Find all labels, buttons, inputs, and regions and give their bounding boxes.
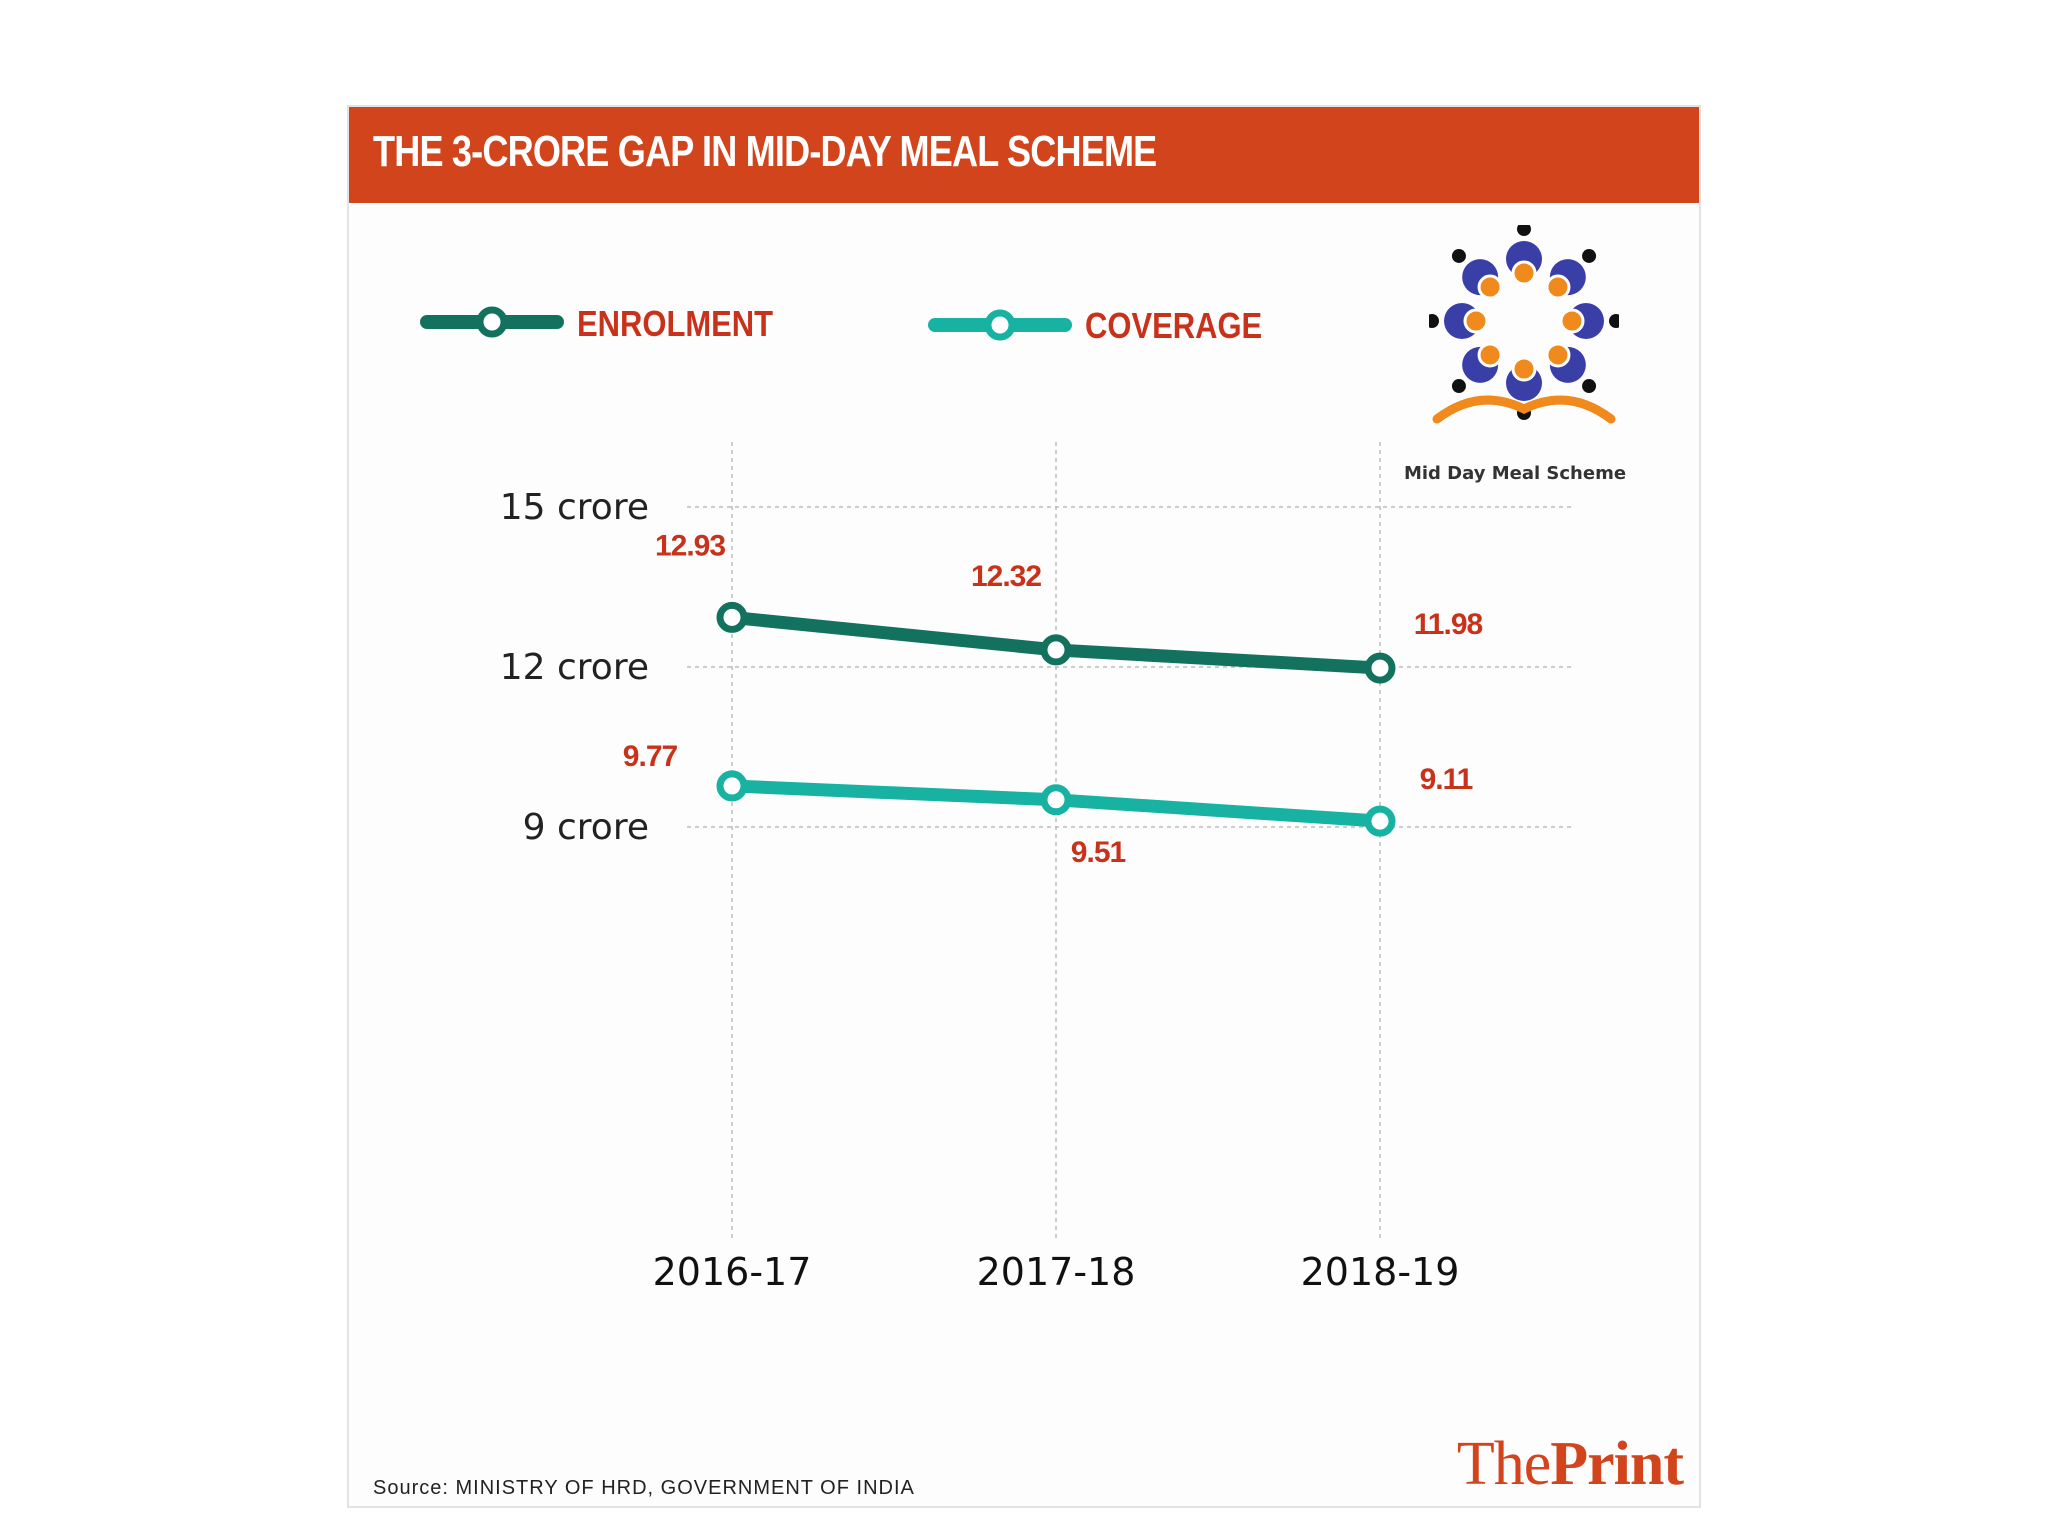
logo-plate: [1559, 308, 1585, 334]
data-point-coverage-1: [1040, 784, 1072, 816]
source-note: Source: MINISTRY OF HRD, GOVERNMENT OF I…: [373, 1477, 915, 1499]
logo-plate: [1463, 308, 1489, 334]
logo-plate: [1545, 342, 1571, 368]
mid-day-meal-logo-icon: [1429, 225, 1619, 424]
logo-plate: [1477, 274, 1503, 300]
logo-plate: [1511, 260, 1537, 286]
brand-the: The: [1456, 1430, 1551, 1498]
data-label-coverage-2: 9.11: [1420, 763, 1473, 796]
data-point-coverage-0: [716, 770, 748, 802]
data-point-enrolment-2: [1364, 652, 1396, 684]
logo-figure-head: [1517, 225, 1531, 236]
title-bar: THE 3-CRORE GAP IN MID-DAY MEAL SCHEME: [349, 107, 1699, 203]
x-tick-label-1: 2017-18: [977, 1250, 1136, 1294]
line-chart: 15 crore 12 crore 9 crore 2016-17 2017-18 201…: [420, 306, 1575, 1294]
legend-swatch-marker-0: [476, 306, 508, 338]
logo-caption: Mid Day Meal Scheme: [1403, 463, 1627, 484]
y-tick-label-2: 9 crore: [523, 807, 649, 848]
logo-figure-head: [1609, 314, 1619, 328]
logo-figure-head: [1582, 379, 1597, 394]
data-label-enrolment-0: 12.93: [655, 529, 725, 562]
x-tick-label-0: 2016-17: [653, 1250, 812, 1294]
brand-print: Print: [1550, 1430, 1684, 1498]
logo-figure-head: [1429, 314, 1439, 328]
y-tick-label-0: 15 crore: [500, 487, 649, 528]
x-tick-label-2: 2018-19: [1301, 1250, 1460, 1294]
logo-figure-head: [1451, 379, 1466, 394]
brand-logo: ThePrint: [1456, 1429, 1684, 1500]
data-point-coverage-2: [1364, 805, 1396, 837]
data-label-coverage-0: 9.77: [623, 740, 678, 773]
legend-label-enrolment: ENROLMENT: [577, 303, 774, 344]
y-tick-label-1: 12 crore: [500, 647, 649, 688]
logo-plate: [1511, 356, 1537, 382]
legend-swatch-marker-1: [984, 309, 1016, 341]
data-label-enrolment-1: 12.32: [971, 560, 1041, 593]
logo-figure-head: [1582, 248, 1597, 263]
legend-label-coverage: COVERAGE: [1085, 305, 1263, 346]
data-point-enrolment-0: [716, 601, 748, 633]
chart-card: THE 3-CRORE GAP IN MID-DAY MEAL SCHEME 1…: [347, 105, 1701, 1508]
logo-plate: [1545, 274, 1571, 300]
logo-plate: [1477, 342, 1503, 368]
logo-figure-head: [1451, 248, 1466, 263]
chart-title: THE 3-CRORE GAP IN MID-DAY MEAL SCHEME: [373, 127, 1157, 176]
data-point-enrolment-1: [1040, 634, 1072, 666]
data-label-enrolment-2: 11.98: [1414, 608, 1483, 641]
data-label-coverage-1: 9.51: [1071, 836, 1126, 869]
